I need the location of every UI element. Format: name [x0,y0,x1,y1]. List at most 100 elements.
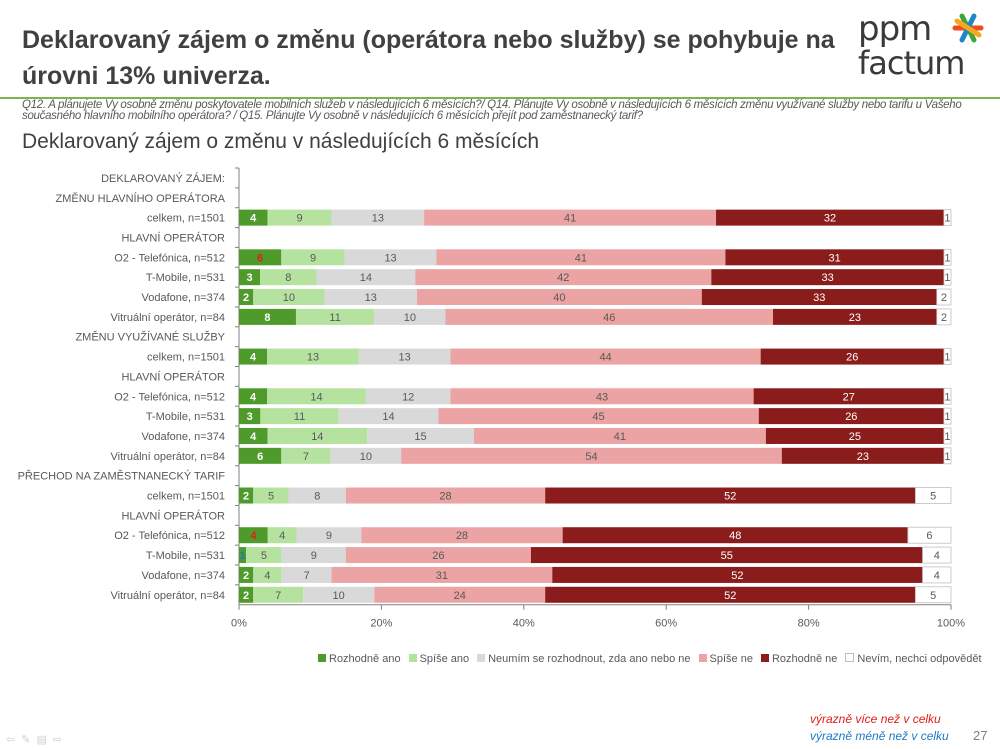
bar-segment [936,308,952,326]
legend-label: Rozhodně ano [329,653,401,665]
stacked-bar-chart: DEKLAROVANÝ ZÁJEM: ZMĚNU HLAVNÍHO OPERÁTO… [18,167,965,630]
bar-segment [716,209,944,226]
data-label: 41 [564,213,576,225]
bar-segment [239,447,282,464]
question-text: Q12. A plánujete Vy osobně změnu poskyto… [22,99,962,122]
row-label: PŘECHOD NA ZAMĚSTNANECKÝ TARIF [18,470,226,483]
data-label: 4 [250,352,257,364]
data-label: 8 [264,312,270,324]
data-label: 1 [944,352,950,364]
data-label: 2 [243,292,249,304]
bar-segment [545,586,916,603]
row-label: ZMĚNU HLAVNÍHO OPERÁTORA [55,192,225,205]
row-label: Vodafone, n=374 [142,570,226,582]
bar-segment [552,566,923,583]
bar-segment [239,408,261,425]
bar-segment [239,348,268,365]
row-label: Vodafone, n=374 [142,292,226,304]
data-label: 2 [941,312,947,324]
arrow-left-icon[interactable]: ⇦ [6,734,22,746]
bar-segment [943,387,952,405]
legend-item: Neumím se rozhodnout, zda ano nebo ne [477,653,691,665]
bar-segment [345,547,531,564]
legend-label: Spíše ne [709,653,753,665]
data-label: 13 [365,292,377,304]
data-label: 5 [930,491,936,503]
row-label: celkem, n=1501 [147,352,225,364]
bar-segment [267,427,368,444]
row-label: ZMĚNU VYUŽÍVANÉ SLUŽBY [75,331,225,344]
data-label: 7 [275,590,281,602]
data-label: 5 [261,550,267,562]
bar-segment [260,408,339,425]
data-label: 14 [382,411,394,423]
menu-icon[interactable]: ▤ [36,734,53,746]
arrow-right-icon[interactable]: ⇨ [52,734,69,746]
header-divider [0,97,1000,99]
data-label: 26 [845,411,857,423]
bar-segment [239,249,282,266]
legend-label: Nevím, nechci odpovědět [857,653,982,665]
data-label: 4 [250,391,257,403]
bar-segment [331,209,425,226]
bar-segment [365,388,451,405]
row-label: O2 - Telefónica, n=512 [114,252,225,264]
legend-swatch [845,653,855,662]
bar-segment [725,249,944,266]
legend-label: Spíše ano [419,653,470,665]
bar-segment [922,566,952,584]
bar-segment [758,408,944,425]
ppm-factum-logo: ppm factum [858,10,984,80]
data-label: 3 [247,272,253,284]
data-label: 1 [944,252,950,264]
data-label: 1 [944,451,950,463]
bar-segment [253,586,304,603]
bar-segment [907,526,952,544]
data-label: 41 [575,252,587,264]
data-label: 31 [829,252,841,264]
legend-item: Rozhodně ano [318,653,401,665]
data-label: 9 [311,550,317,562]
bar-segment [338,408,439,425]
data-label: 4 [264,570,270,582]
pen-icon[interactable]: ✎ [21,734,37,746]
row-label: T-Mobile, n=531 [146,411,225,423]
data-label: 10 [283,292,295,304]
bar-segment [530,547,923,564]
bar-segment [344,249,437,266]
legend-swatch [760,654,769,662]
data-label: 1 [944,272,950,284]
data-label: 14 [360,272,372,284]
bar-segment [374,586,546,603]
bar-segment [239,547,247,564]
bar-segment [438,408,759,425]
bar-row: 2 10 13 40 33 2 [239,288,952,306]
slide-nav: ⇦✎▤⇨ [6,733,68,746]
bar-segment [281,566,332,583]
data-label: 9 [310,252,316,264]
slide-title: Deklarovaný zájem o změnu (operátora neb… [22,26,835,90]
data-label: 4 [279,530,285,542]
bar-segment [765,427,944,444]
bar-row: 3 8 14 42 33 1 [239,268,952,286]
data-label: 26 [846,352,858,364]
chart-title: Deklarovaný zájem o změnu v následujícíc… [22,130,540,153]
data-label: 1 [944,411,950,423]
svg-text:factum: factum [858,44,964,80]
bar-segment [943,407,952,425]
row-label: O2 - Telefónica, n=512 [114,530,225,542]
bar-segment [267,388,366,405]
bar-segment [267,527,297,544]
bar-row: 6 7 10 54 23 1 [239,447,952,465]
data-label: 10 [333,590,345,602]
bar-segment [760,348,944,365]
data-label: 26 [432,550,444,562]
data-label: 2 [243,491,249,503]
data-label: 1 [944,391,950,403]
bar-row: 4 14 15 41 25 1 [239,427,952,445]
data-label: 15 [414,431,426,443]
x-tick-label: 80% [798,618,820,630]
bar-segment [915,586,952,604]
note-less-than-total: výrazně méně než v celku [810,729,949,743]
bar-segment [773,308,937,325]
